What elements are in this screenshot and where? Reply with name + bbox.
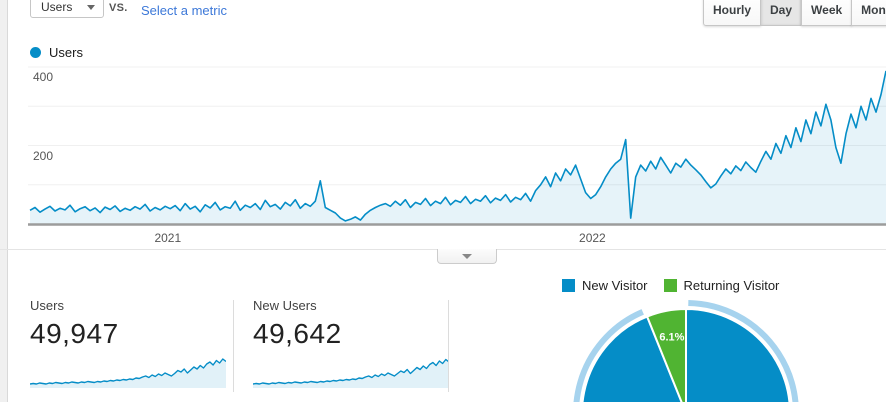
scorecard-new-users[interactable]: New Users 49,642 (253, 298, 449, 390)
sparkline-line (253, 358, 449, 385)
page-left-edge (0, 0, 8, 402)
scorecard-users-label: Users (30, 298, 64, 313)
users-area-fill (30, 70, 886, 225)
pie-legend-returning-visitor-label: Returning Visitor (683, 278, 780, 293)
legend-series-label: Users (49, 45, 83, 60)
scorecard-divider-right (448, 300, 449, 392)
metric-selector-label: Users (41, 0, 73, 14)
collapse-chart-button[interactable] (437, 249, 497, 264)
x-axis-tick: 2021 (154, 231, 182, 245)
pie-chart: 6.1% (552, 300, 822, 407)
sparkline-fill (30, 359, 226, 388)
select-metric-link[interactable]: Select a metric (141, 3, 227, 18)
scorecard-divider (233, 300, 234, 392)
pie-data-label: 6.1% (659, 331, 684, 343)
granularity-button-week[interactable]: Week (801, 0, 853, 26)
pie-legend-item-returning-visitor[interactable]: Returning Visitor (663, 278, 780, 293)
main-chart-svg[interactable] (0, 60, 886, 250)
granularity-button-day[interactable]: Day (760, 0, 803, 26)
chart-legend: Users (30, 45, 83, 60)
series-dot-icon (30, 47, 41, 58)
pie-slice-returning-visitor[interactable] (645, 307, 687, 407)
pie-legend: New Visitor Returning Visitor (562, 278, 795, 293)
main-chart: 400 200 2021 2022 (0, 60, 886, 250)
granularity-button-hourly[interactable]: Hourly (703, 0, 762, 26)
pie-legend-item-new-visitor[interactable]: New Visitor (562, 278, 648, 293)
chevron-down-icon (87, 5, 95, 10)
y-axis-tick: 200 (33, 148, 54, 163)
pie-highlight-ring (573, 300, 799, 407)
users-sparkline-svg (30, 358, 226, 388)
metric-selector-dropdown[interactable]: Users (30, 0, 104, 18)
sparkline-line (30, 358, 226, 385)
x-axis-tick: 2022 (579, 231, 606, 245)
granularity-button-group: Hourly Day Week Month (703, 0, 886, 26)
pie-slice-new-visitor[interactable] (581, 307, 791, 407)
legend-swatch-new-visitor-icon (562, 279, 575, 292)
pie-chart-svg: 6.1% (573, 300, 799, 407)
scorecard-new-users-value: 49,642 (253, 318, 342, 349)
pie-legend-new-visitor-label: New Visitor (582, 278, 648, 293)
y-axis-tick: 400 (33, 70, 54, 84)
new-users-sparkline-svg (253, 358, 449, 388)
collapse-chevron-down-icon (462, 253, 472, 259)
sparkline-fill (253, 359, 449, 388)
users-line-series (29, 70, 886, 222)
scorecard-new-users-label: New Users (253, 298, 317, 313)
legend-swatch-returning-visitor-icon (663, 279, 677, 292)
scorecard-users[interactable]: Users 49,947 (30, 298, 226, 390)
vs-label: VS. (109, 2, 128, 14)
granularity-button-month[interactable]: Month (851, 0, 886, 26)
scorecard-users-value: 49,947 (30, 318, 119, 349)
